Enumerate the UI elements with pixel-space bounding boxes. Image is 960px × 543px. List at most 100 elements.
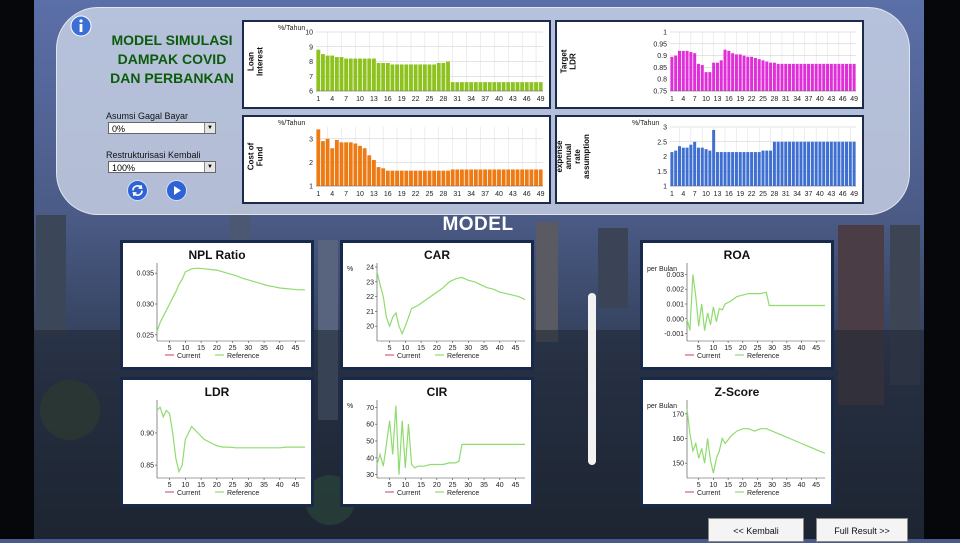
bar [422,64,427,91]
x-tick-label: 10 [710,345,718,352]
x-tick-label: 25 [229,482,237,489]
bar [395,170,399,186]
bar [822,141,826,186]
x-tick-label: 40 [798,482,806,489]
x-tick-label: 20 [433,482,441,489]
bar [399,64,404,91]
vertical-scrollbar[interactable] [588,293,596,465]
bar [731,53,735,91]
y-tick-label: 0.85 [653,65,667,72]
x-tick-label: 4 [330,191,334,198]
default-rate-select[interactable]: 0% ▼ [108,122,216,134]
bar [769,150,773,186]
y-tick-label: 0.9 [657,53,667,60]
x-tick-label: 43 [509,96,517,103]
output-chart-svg: per Bulan -0.001 0.000 0.001 0.002 0.003 5 10 15… [647,263,825,360]
x-tick-label: 43 [827,191,835,198]
chevron-down-icon[interactable]: ▼ [204,123,215,133]
x-tick-label: 10 [702,96,710,103]
legend-current-label: Current [697,490,720,497]
bar [761,150,765,186]
bar [677,50,681,91]
bar [478,169,483,186]
y-tick-label: 2 [309,160,313,167]
x-tick-label: 22 [412,96,420,103]
x-tick-label: 7 [693,96,697,103]
chart-title: CIR [426,385,448,399]
bar [432,64,437,91]
y-tick-label: 50 [366,439,374,446]
bar [376,62,381,91]
bar [780,141,784,186]
bar [353,58,358,91]
x-tick-label: 46 [839,191,847,198]
bar [432,170,437,186]
bar [693,53,697,91]
bar [708,150,712,186]
x-tick-label: 40 [816,191,824,198]
bar [803,63,807,91]
y-tick-label: 160 [672,436,684,443]
bar [413,170,418,186]
bar [427,64,432,91]
restructuring-select[interactable]: 100% ▼ [108,161,216,173]
reference-series-line [156,267,305,332]
info-icon[interactable] [70,15,92,37]
bar [829,63,833,91]
bar [510,169,515,186]
bar [367,155,372,186]
bar [788,141,792,186]
x-tick-label: 46 [839,96,847,103]
x-tick-label: 31 [453,191,461,198]
bar [460,169,464,186]
bar [769,62,773,91]
output-chart-svg: per Bulan 150 160 170 5 10 15 20 25 30 35 40 45 Curre… [647,400,826,497]
bar [723,152,727,186]
full-result-button[interactable]: Full Result >> [816,518,908,542]
bar [385,170,390,186]
restructuring-label: Restrukturisasi Kembali [106,150,201,160]
bar [446,61,450,91]
y-tick-label: 22 [366,294,374,301]
bar [334,139,339,186]
bar [515,169,520,186]
x-tick-label: 35 [480,482,488,489]
x-tick-label: 5 [697,345,701,352]
bar [339,142,344,186]
x-tick-label: 15 [197,482,205,489]
x-tick-label: 25 [759,96,767,103]
back-button[interactable]: << Kembali [708,518,804,542]
bar [723,49,727,91]
bar [696,147,700,186]
bar [795,63,799,91]
unit-label: %/Tahun [278,25,305,32]
unit-label: per Bulan [647,403,677,410]
reset-button[interactable] [127,180,148,201]
bar [381,62,386,91]
x-tick-label: 49 [537,96,545,103]
y-tick-label: 0.025 [136,332,154,339]
x-tick-label: 5 [388,482,392,489]
x-tick-label: 10 [181,482,189,489]
bar [738,54,742,91]
bar [822,63,826,91]
y-tick-label: -0.001 [664,331,684,338]
bar [497,82,501,91]
x-tick-label: 20 [433,345,441,352]
restructuring-value: 100% [112,163,136,173]
bar [776,141,780,186]
legend-current-label: Current [397,490,420,497]
bar [362,58,367,91]
run-button[interactable] [166,180,187,201]
bar [689,52,693,91]
chevron-down-icon[interactable]: ▼ [204,162,215,172]
bar [807,141,811,186]
chart-title: LDR [204,385,230,399]
bar [700,147,704,186]
bar [427,170,432,186]
input-chart-ylabel: Operatingexpenseannualrateassumption [557,134,591,179]
bar [810,141,814,186]
legend-reference-label: Reference [447,353,479,360]
reference-series-line [686,408,826,474]
bar [524,82,529,91]
